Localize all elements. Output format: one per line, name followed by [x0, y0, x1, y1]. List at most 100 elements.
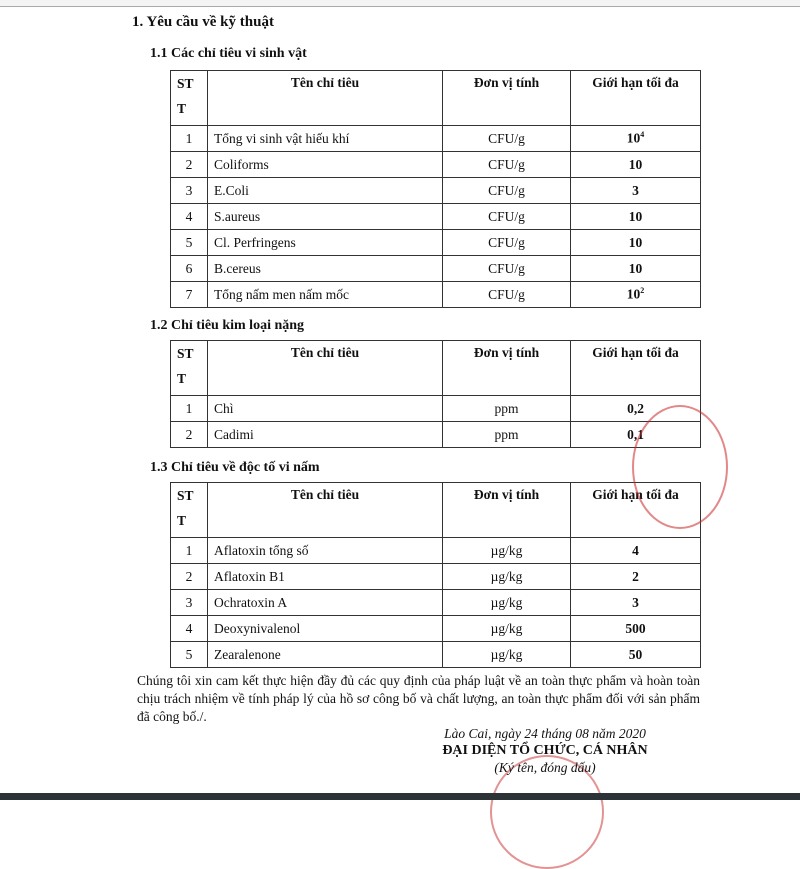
cell-name: Cl. Perfringens	[207, 229, 443, 256]
limit-value: 2	[632, 568, 639, 584]
table-row: 5 Zearalenone µg/kg 50	[170, 641, 701, 668]
cell-unit: CFU/g	[442, 281, 571, 308]
table-row: 1 Aflatoxin tổng số µg/kg 4	[170, 537, 701, 564]
cell-limit: 2	[570, 563, 701, 590]
limit-value: 10	[626, 286, 641, 302]
col-unit: Đơn vị tính	[442, 70, 571, 126]
signature-note: (Ký tên, đóng dấu)	[494, 760, 596, 775]
criteria-table: ST T Tên chỉ tiêu Đơn vị tính Giới hạn tối …	[170, 70, 701, 308]
cell-unit: µg/kg	[442, 563, 571, 590]
limit-value: 0,2	[627, 400, 644, 416]
cell-name: Deoxynivalenol	[207, 615, 443, 642]
cell-stt: 2	[170, 563, 208, 590]
table-row: 4 S.aureus CFU/g 10	[170, 203, 701, 230]
cell-name: S.aureus	[207, 203, 443, 230]
col-name: Tên chỉ tiêu	[207, 70, 443, 126]
col-unit: Đơn vị tính	[442, 482, 571, 538]
table-header: ST T Tên chỉ tiêu Đơn vị tính Giới hạn tối …	[170, 340, 701, 396]
limit-exponent: 4	[640, 130, 645, 140]
cell-limit: 500	[570, 615, 701, 642]
table-row: 2 Aflatoxin B1 µg/kg 2	[170, 563, 701, 590]
cell-stt: 5	[170, 641, 208, 668]
cell-limit: 50	[570, 641, 701, 668]
col-stt: ST T	[170, 70, 208, 126]
limit-value: 500	[625, 620, 646, 636]
cell-limit: 4	[570, 537, 701, 564]
cell-name: Ochratoxin A	[207, 589, 443, 616]
cell-unit: µg/kg	[442, 641, 571, 668]
cell-name: B.cereus	[207, 255, 443, 282]
cell-limit: 10	[570, 229, 701, 256]
cell-name: Tổng vi sinh vật hiếu khí	[207, 125, 443, 152]
limit-value: 10	[628, 208, 643, 224]
cell-limit: 104	[570, 125, 701, 152]
table-row: 5 Cl. Perfringens CFU/g 10	[170, 229, 701, 256]
cell-stt: 1	[170, 537, 208, 564]
cell-name: Tổng nấm men nấm mốc	[207, 281, 443, 308]
cell-unit: CFU/g	[442, 203, 571, 230]
limit-value: 10	[628, 260, 643, 276]
cell-limit: 10	[570, 203, 701, 230]
cell-limit: 10	[570, 255, 701, 282]
cell-name: E.Coli	[207, 177, 443, 204]
cell-name: Cadimi	[207, 421, 443, 448]
cell-unit: CFU/g	[442, 255, 571, 282]
limit-value: 10	[628, 156, 643, 172]
table-header: ST T Tên chỉ tiêu Đơn vị tính Giới hạn tối …	[170, 482, 701, 538]
page-top-edge	[0, 0, 800, 7]
table-row: 1 Tổng vi sinh vật hiếu khí CFU/g 104	[170, 125, 701, 152]
cell-unit: µg/kg	[442, 537, 571, 564]
cell-stt: 3	[170, 177, 208, 204]
bottom-bar	[0, 793, 800, 800]
limit-value: 10	[626, 130, 641, 146]
cell-unit: µg/kg	[442, 615, 571, 642]
signatory-title: ĐẠI DIỆN TỔ CHỨC, CÁ NHÂN	[442, 743, 648, 758]
table-row: 6 B.cereus CFU/g 10	[170, 255, 701, 282]
cell-unit: CFU/g	[442, 177, 571, 204]
cell-stt: 2	[170, 421, 208, 448]
table-header: ST T Tên chỉ tiêu Đơn vị tính Giới hạn tối …	[170, 70, 701, 126]
cell-name: Zearalenone	[207, 641, 443, 668]
cell-stt: 4	[170, 203, 208, 230]
cell-unit: ppm	[442, 421, 571, 448]
cell-name: Aflatoxin B1	[207, 563, 443, 590]
cell-stt: 7	[170, 281, 208, 308]
criteria-table: ST T Tên chỉ tiêu Đơn vị tính Giới hạn tối …	[170, 482, 701, 668]
col-stt: ST T	[170, 340, 208, 396]
cell-limit: 3	[570, 589, 701, 616]
cell-name: Chì	[207, 395, 443, 422]
cell-stt: 2	[170, 151, 208, 178]
cell-unit: CFU/g	[442, 229, 571, 256]
limit-value: 3	[632, 182, 639, 198]
limit-value: 10	[628, 234, 643, 250]
table-row: 1 Chì ppm 0,2	[170, 395, 701, 422]
cell-name: Coliforms	[207, 151, 443, 178]
subsection-title: 1.3 Chỉ tiêu về độc tố vi nấm	[150, 460, 320, 475]
limit-value: 3	[632, 594, 639, 610]
place-date: Lào Cai, ngày 24 tháng 08 năm 2020	[444, 726, 646, 741]
col-unit: Đơn vị tính	[442, 340, 571, 396]
cell-limit: 102	[570, 281, 701, 308]
commitment-paragraph: Chúng tôi xin cam kết thực hiện đầy đủ c…	[137, 673, 700, 724]
cell-stt: 6	[170, 255, 208, 282]
table-row: 2 Cadimi ppm 0,1	[170, 421, 701, 448]
cell-name: Aflatoxin tổng số	[207, 537, 443, 564]
subsection-title: 1.2 Chỉ tiêu kim loại nặng	[150, 318, 305, 333]
cell-limit: 3	[570, 177, 701, 204]
section-heading: 1. Yêu cầu về kỹ thuật	[132, 14, 274, 30]
col-limit: Giới hạn tối đa	[570, 70, 701, 126]
company-stamp	[632, 405, 728, 529]
col-name: Tên chỉ tiêu	[207, 340, 443, 396]
cell-stt: 1	[170, 125, 208, 152]
cell-stt: 4	[170, 615, 208, 642]
cell-unit: CFU/g	[442, 151, 571, 178]
cell-stt: 3	[170, 589, 208, 616]
table-row: 3 E.Coli CFU/g 3	[170, 177, 701, 204]
criteria-table: ST T Tên chỉ tiêu Đơn vị tính Giới hạn tối …	[170, 340, 701, 448]
cell-unit: ppm	[442, 395, 571, 422]
limit-value: 4	[632, 542, 639, 558]
limit-exponent: 2	[640, 286, 645, 296]
table-row: 4 Deoxynivalenol µg/kg 500	[170, 615, 701, 642]
table-row: 2 Coliforms CFU/g 10	[170, 151, 701, 178]
